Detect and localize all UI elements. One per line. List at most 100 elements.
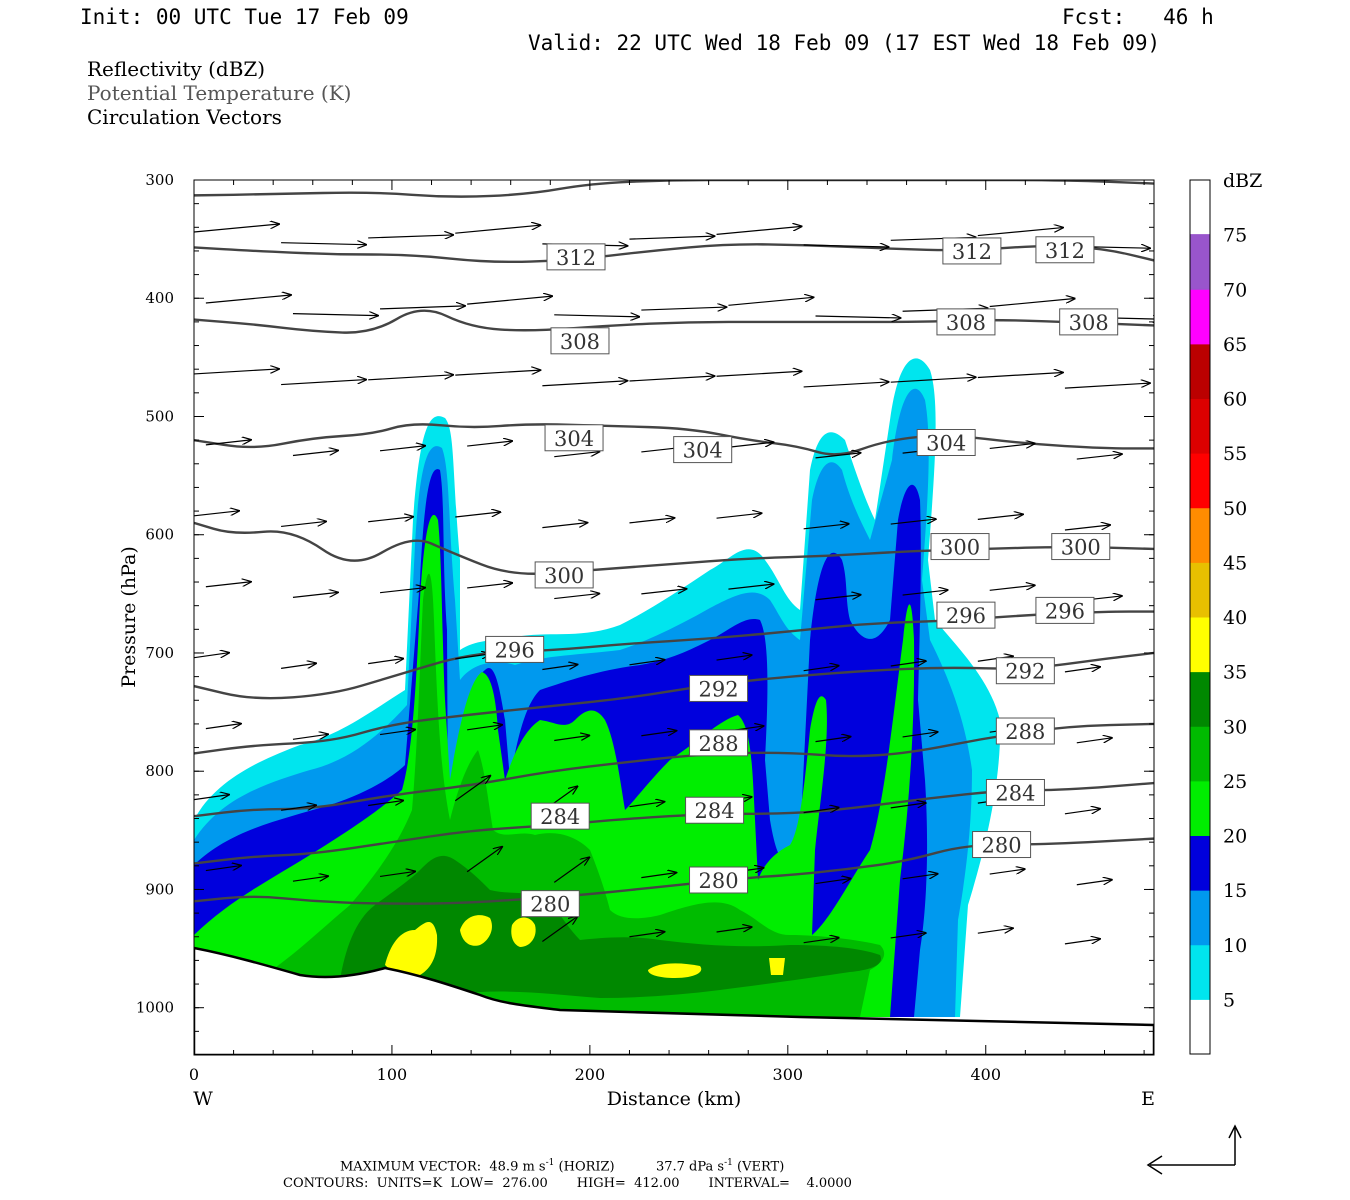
vector-110 — [542, 916, 577, 942]
y-tick-label-300: 300 — [145, 171, 174, 189]
vector-90 — [368, 801, 403, 807]
y-tick-label-400: 400 — [145, 289, 174, 307]
vector-67 — [281, 663, 316, 669]
theta-label-280-1: 280 — [689, 866, 749, 894]
colorbar-band-2 — [1189, 889, 1211, 946]
svg-text:284: 284 — [995, 782, 1035, 806]
vector-49 — [629, 518, 674, 524]
vector-81 — [554, 735, 589, 742]
svg-text:304: 304 — [683, 439, 723, 463]
vector-18 — [815, 316, 901, 318]
refl-35dbz-5 — [769, 958, 785, 975]
refl-35dbz-4 — [648, 963, 702, 978]
vector-108 — [989, 869, 1025, 875]
colorbar-band-12 — [1189, 343, 1211, 399]
colorbar-band-7 — [1189, 616, 1211, 673]
x-axis-label: Distance (km) — [607, 1088, 742, 1110]
vector-89 — [281, 805, 316, 811]
x-end-label-east: E — [1141, 1088, 1155, 1110]
colorbar: 5 10 15 20 25 30 35 40 45 50 55 60 65 70 75 dBZ — [1189, 170, 1262, 1055]
colorbar-band-5 — [1189, 725, 1211, 782]
colorbar-label-15: 15 — [1223, 880, 1247, 902]
vector-80 — [467, 725, 502, 731]
svg-text:312: 312 — [556, 246, 596, 270]
vector-24 — [368, 375, 453, 381]
vector-13 — [380, 306, 465, 309]
vector-101 — [379, 871, 415, 878]
vector-57 — [379, 588, 425, 594]
vector-75 — [977, 656, 1013, 662]
svg-text:288: 288 — [1005, 720, 1045, 744]
reflectivity-field — [194, 358, 1001, 1017]
svg-text:308: 308 — [946, 311, 986, 335]
vector-11 — [205, 295, 291, 304]
colorbar-label-20: 20 — [1223, 826, 1247, 848]
vector-96 — [890, 803, 926, 809]
y-tick-label-500: 500 — [145, 407, 174, 425]
vector-84 — [815, 737, 851, 743]
theta-label-284-1: 284 — [685, 796, 745, 824]
vector-104 — [641, 873, 676, 879]
theta-label-308-2: 308 — [1059, 308, 1119, 336]
max-vector-line: MAXIMUM VECTOR: 48.9 m s-1 (HORIZ) 37.7 … — [340, 1158, 784, 1174]
vector-113 — [803, 938, 839, 944]
vector-98 — [1064, 809, 1100, 815]
vector-30 — [890, 377, 976, 383]
vector-45 — [281, 521, 326, 528]
vector-20 — [989, 299, 1075, 308]
theta-label-288-0: 288 — [689, 729, 749, 757]
colorbar-label-65: 65 — [1223, 334, 1247, 356]
svg-text:308: 308 — [1069, 311, 1109, 335]
theta-label-312-2: 312 — [1035, 236, 1095, 264]
x-end-label-west: W — [193, 1088, 213, 1110]
plot-frame — [193, 179, 1155, 1056]
svg-text:284: 284 — [540, 805, 580, 829]
vector-37 — [554, 452, 599, 458]
vector-14 — [467, 296, 552, 305]
vector-114 — [890, 933, 926, 939]
field-label-reflectivity: Reflectivity (dBZ) — [87, 57, 266, 81]
theta-label-300-0: 300 — [534, 561, 594, 589]
vector-85 — [902, 732, 938, 738]
contours-info: CONTOURS: UNITS=K LOW= 276.00 HIGH= 412.… — [283, 1176, 852, 1191]
theta-label-304-0: 304 — [544, 424, 604, 452]
vector-55 — [205, 582, 251, 588]
colorbar-band-0 — [1190, 999, 1210, 1054]
theta-label-288-1: 288 — [995, 717, 1055, 745]
svg-text:308: 308 — [560, 330, 600, 354]
reference-vector — [1146, 1124, 1242, 1175]
theta-contour-300 — [194, 521, 1154, 575]
vector-68 — [368, 659, 403, 665]
vector-42 — [989, 443, 1035, 450]
vector-36 — [467, 441, 512, 447]
vector-29 — [803, 382, 889, 388]
forecast-hour: Fcst: 46 h — [1062, 5, 1214, 29]
colorbar-label-35: 35 — [1223, 662, 1247, 684]
theta-label-300-2: 300 — [1051, 533, 1111, 561]
colorbar-band-6 — [1189, 671, 1211, 727]
vector-34 — [292, 451, 338, 457]
vector-66 — [194, 653, 229, 659]
vector-88 — [194, 795, 229, 801]
svg-text:296: 296 — [495, 638, 535, 662]
colorbar-band-8 — [1189, 561, 1211, 618]
vector-3 — [455, 225, 540, 234]
vector-73 — [803, 666, 839, 672]
vector-58 — [467, 583, 512, 589]
svg-text:296: 296 — [1045, 599, 1085, 623]
vector-60 — [641, 589, 686, 595]
svg-text:300: 300 — [544, 564, 584, 588]
vector-46 — [368, 517, 413, 523]
colorbar-band-14 — [1189, 234, 1211, 290]
vector-6 — [716, 226, 802, 235]
theta-contour-312 — [194, 243, 1154, 264]
refl-30dbz — [340, 855, 881, 998]
vector-33 — [205, 440, 251, 446]
vector-82 — [641, 731, 676, 737]
y-tick-label-800: 800 — [145, 762, 174, 780]
y-tick-label-900: 900 — [145, 880, 174, 898]
colorbar-band-13 — [1189, 288, 1211, 345]
colorbar-band-11 — [1189, 398, 1211, 454]
refl-35dbz-2 — [460, 915, 492, 946]
